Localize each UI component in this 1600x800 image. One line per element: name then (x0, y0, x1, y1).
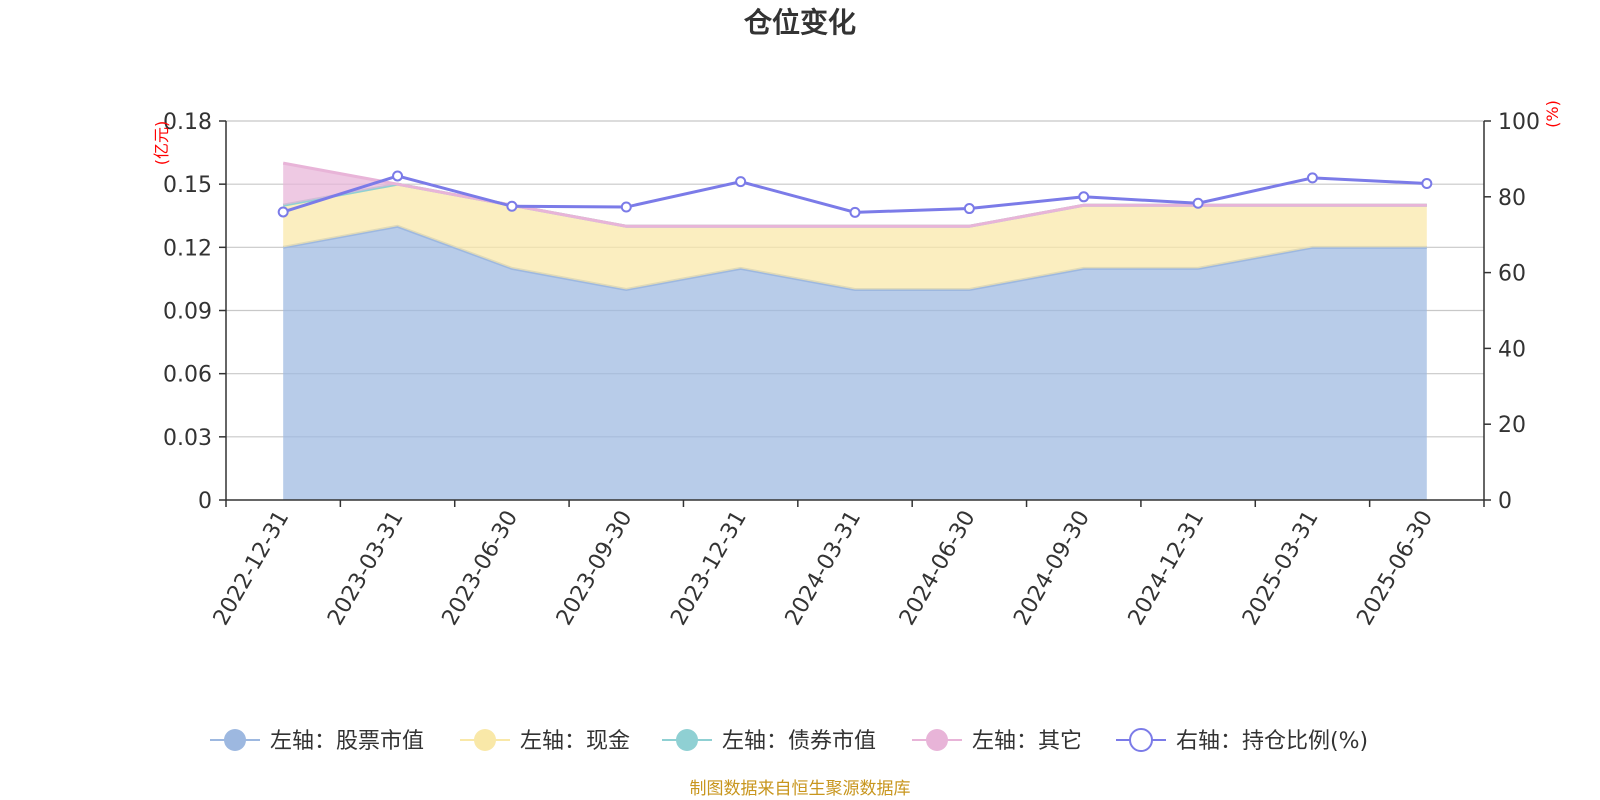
legend-dot-icon (926, 729, 948, 751)
right-tick-label: 20 (1498, 413, 1526, 438)
legend-label: 左轴：其它 (972, 729, 1082, 754)
legend-label: 左轴：债券市值 (722, 729, 876, 754)
other-edge-line (282, 161, 1427, 228)
x-tick-label: 2024-12-31 (1124, 507, 1210, 630)
right-tick-label: 40 (1498, 337, 1526, 362)
holding-ratio-point (1078, 191, 1090, 203)
holding-ratio-point (735, 176, 747, 188)
x-tick-label: 2023-12-31 (666, 507, 752, 630)
holding-ratio-point (277, 206, 289, 218)
holding-ratio-point (963, 203, 975, 215)
legend-item-bond-value: 左轴：债券市值 (662, 729, 876, 754)
stock-value-area (283, 226, 1427, 500)
x-tick-label: 2022-12-31 (209, 507, 295, 630)
right-tick-label: 100 (1498, 110, 1540, 135)
legend-dot-icon (224, 729, 246, 751)
legend-item-cash: 左轴：现金 (460, 729, 630, 754)
x-tick-label: 2024-09-30 (1009, 507, 1095, 630)
left-tick-label: 0 (198, 489, 212, 514)
legend: 左轴：股票市值 左轴：现金 左轴：债券市值 左轴：其它 右轴：持仓比例(%) (210, 728, 1368, 754)
left-axis-unit: (亿元) (152, 121, 171, 166)
x-tick-label: 2025-03-31 (1238, 507, 1324, 630)
cash-area (283, 184, 1427, 290)
stacked-areas (282, 161, 1427, 500)
left-tick-label: 0.09 (163, 300, 212, 325)
x-tick-label: 2025-06-30 (1352, 507, 1438, 630)
legend-label: 左轴：股票市值 (270, 729, 424, 754)
x-tick-label: 2023-03-31 (323, 506, 409, 629)
chart-title: 仓位变化 (744, 6, 856, 39)
holding-ratio-point (620, 201, 632, 213)
holding-ratio-point (392, 170, 404, 182)
legend-item-stock-value: 左轴：股票市值 (210, 729, 424, 754)
left-tick-label: 0.15 (163, 173, 212, 198)
ratio-line-layer (277, 170, 1433, 218)
x-tick-label: 2024-03-31 (781, 507, 867, 630)
x-tick-label: 2024-06-30 (895, 507, 981, 630)
source-note: 制图数据来自恒生聚源数据库 (690, 779, 911, 799)
legend-dot-icon (676, 729, 698, 751)
legend-item-other: 左轴：其它 (912, 729, 1082, 754)
holding-ratio-point (506, 200, 518, 212)
x-tick-label: 2023-06-30 (438, 507, 524, 630)
holding-ratio-point (1192, 197, 1204, 209)
right-axis-unit: (%) (1543, 100, 1562, 128)
legend-item-holding-ratio: 右轴：持仓比例(%) (1116, 728, 1368, 754)
holding-ratio-point (849, 206, 861, 218)
left-tick-label: 0.06 (163, 363, 212, 388)
holding-ratio-point (1421, 178, 1433, 190)
right-tick-label: 80 (1498, 186, 1526, 211)
left-tick-label: 0.12 (163, 236, 212, 261)
legend-label: 右轴：持仓比例(%) (1176, 729, 1368, 754)
right-tick-label: 0 (1498, 489, 1512, 514)
holding-ratio-point (1306, 172, 1318, 184)
right-tick-label: 60 (1498, 262, 1526, 287)
legend-dot-icon (474, 729, 496, 751)
x-tick-label: 2023-09-30 (552, 507, 638, 630)
left-tick-label: 0.03 (163, 426, 212, 451)
legend-label: 左轴：现金 (520, 729, 630, 754)
left-tick-label: 0.18 (163, 110, 212, 135)
legend-ring-icon (1129, 728, 1153, 752)
